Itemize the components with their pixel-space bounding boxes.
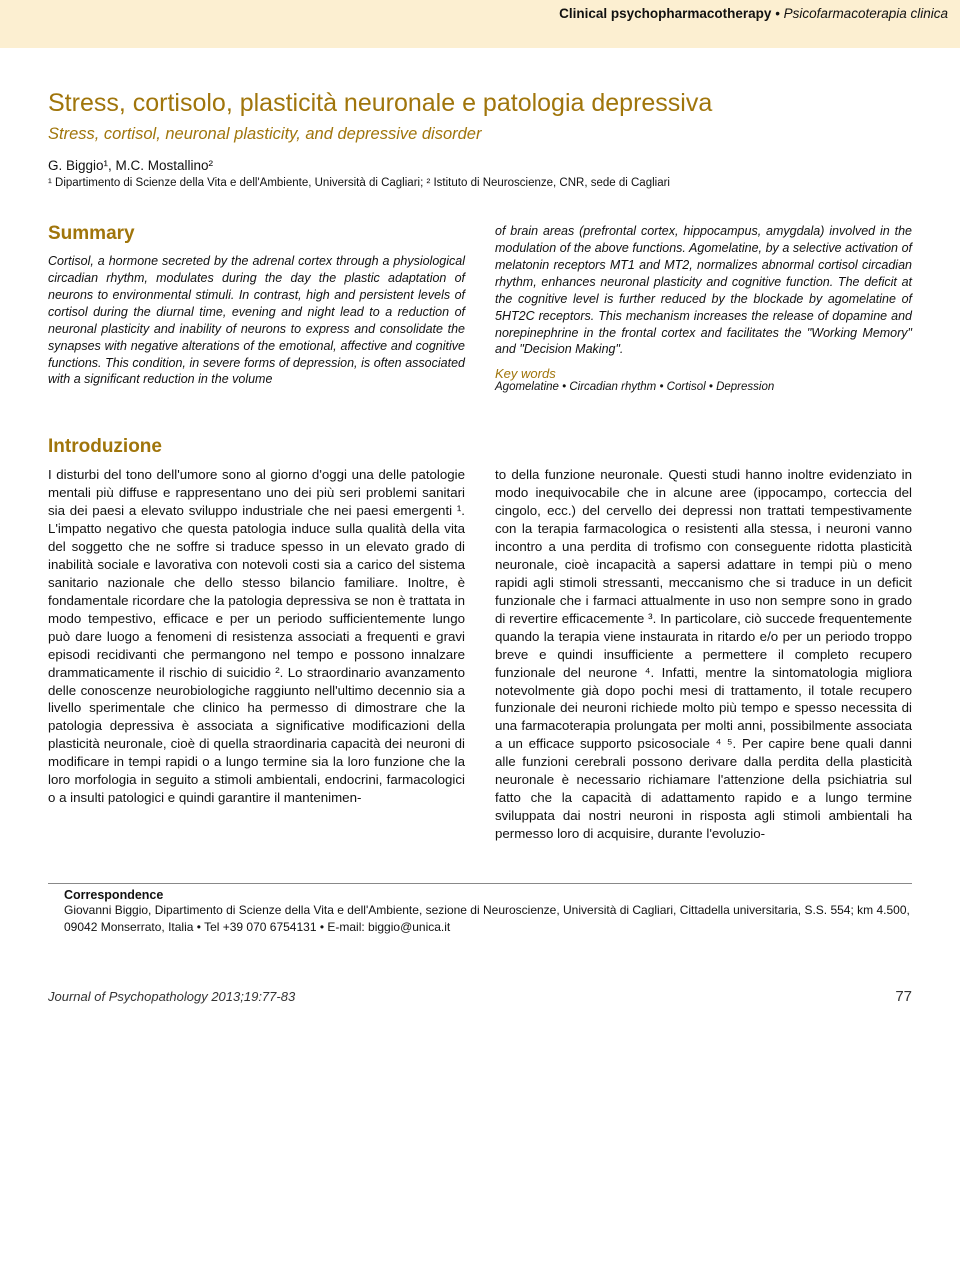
authors: G. Biggio¹, M.C. Mostallino²: [48, 158, 912, 173]
title-english: Stress, cortisol, neuronal plasticity, a…: [48, 125, 912, 144]
page-content: Stress, cortisolo, plasticità neuronale …: [0, 48, 960, 966]
header-band: Clinical psychopharmacotherapy • Psicofa…: [0, 0, 960, 48]
correspondence-rule: [48, 883, 912, 884]
summary-text-left: Cortisol, a hormone secreted by the adre…: [48, 253, 465, 388]
section-label-sep: •: [771, 6, 783, 21]
summary-col-right: of brain areas (prefrontal cortex, hippo…: [495, 223, 912, 396]
intro-col-right: to della funzione neuronale. Questi stud…: [495, 466, 912, 843]
summary-heading: Summary: [48, 223, 465, 245]
correspondence-heading: Correspondence: [48, 888, 912, 902]
title-italian: Stress, cortisolo, plasticità neuronale …: [48, 88, 912, 119]
footer: Journal of Psychopathology 2013;19:77-83…: [0, 988, 960, 1029]
page-number: 77: [895, 988, 912, 1005]
journal-citation: Journal of Psychopathology 2013;19:77-83: [48, 989, 295, 1004]
section-label-strong: Clinical psychopharmacotherapy: [559, 6, 771, 21]
section-label-italic: Psicofarmacoterapia clinica: [784, 6, 948, 21]
keywords: Agomelatine • Circadian rhythm • Cortiso…: [495, 381, 912, 393]
intro-col-left: I disturbi del tono dell'umore sono al g…: [48, 466, 465, 843]
section-label: Clinical psychopharmacotherapy • Psicofa…: [559, 6, 948, 21]
keywords-label: Key words: [495, 366, 912, 381]
affiliations: ¹ Dipartimento di Scienze della Vita e d…: [48, 177, 912, 189]
correspondence-text: Giovanni Biggio, Dipartimento di Scienze…: [48, 902, 912, 936]
intro-heading: Introduzione: [48, 436, 912, 458]
summary-text-right: of brain areas (prefrontal cortex, hippo…: [495, 223, 912, 358]
summary-col-left: Summary Cortisol, a hormone secreted by …: [48, 223, 465, 396]
intro-block: I disturbi del tono dell'umore sono al g…: [48, 466, 912, 843]
summary-block: Summary Cortisol, a hormone secreted by …: [48, 223, 912, 396]
